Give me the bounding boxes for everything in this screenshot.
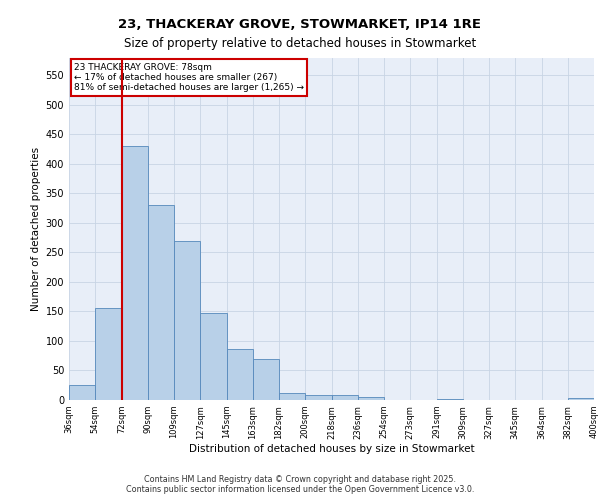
Bar [279,393,305,400]
Bar [121,146,148,400]
Bar [305,394,331,400]
Bar [331,394,358,400]
Y-axis label: Number of detached properties: Number of detached properties [31,146,41,311]
Text: Contains HM Land Registry data © Crown copyright and database right 2025.
Contai: Contains HM Land Registry data © Crown c… [126,474,474,494]
Bar [148,205,174,400]
Bar [69,385,95,400]
Bar [95,308,121,400]
Bar [358,397,384,400]
Text: 23, THACKERAY GROVE, STOWMARKET, IP14 1RE: 23, THACKERAY GROVE, STOWMARKET, IP14 1R… [119,18,482,30]
Bar [253,358,279,400]
Bar [174,240,200,400]
Bar [200,313,227,400]
X-axis label: Distribution of detached houses by size in Stowmarket: Distribution of detached houses by size … [188,444,475,454]
Bar [227,348,253,400]
Bar [568,398,594,400]
Text: Size of property relative to detached houses in Stowmarket: Size of property relative to detached ho… [124,38,476,51]
Text: 23 THACKERAY GROVE: 78sqm
← 17% of detached houses are smaller (267)
81% of semi: 23 THACKERAY GROVE: 78sqm ← 17% of detac… [74,62,304,92]
